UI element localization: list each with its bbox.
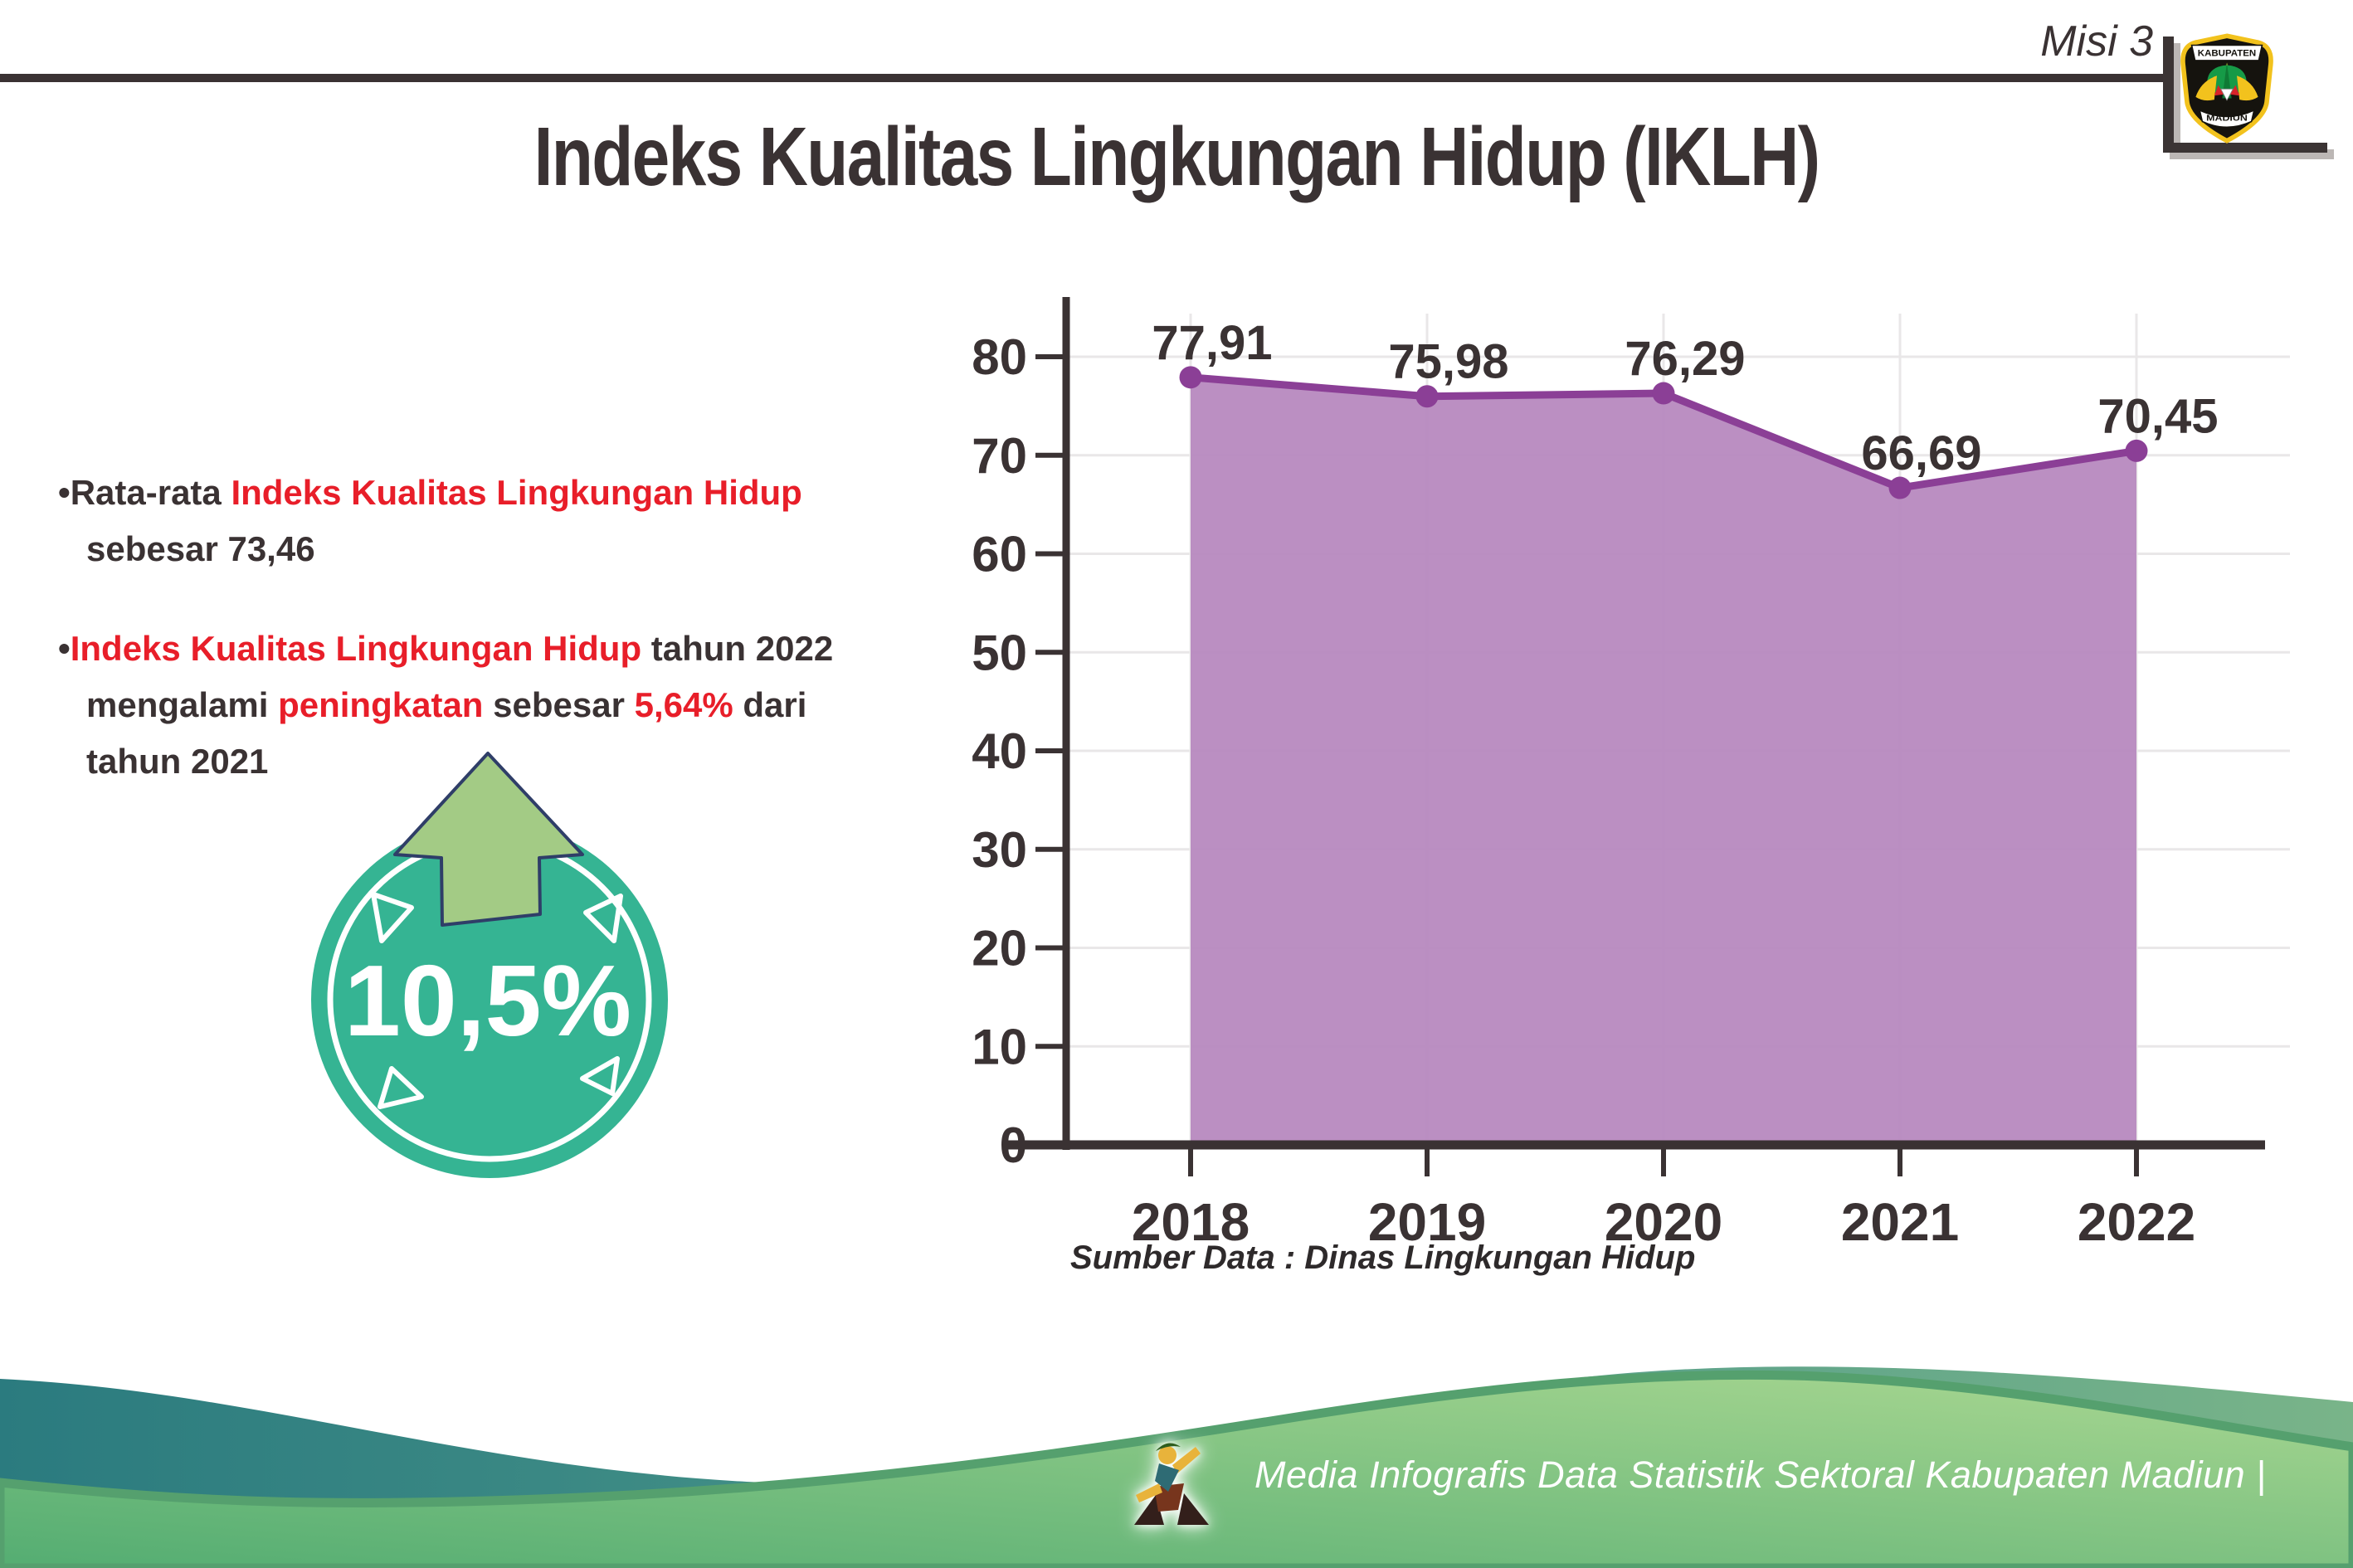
badge-circle bbox=[311, 821, 668, 1178]
area-fill bbox=[1191, 377, 2136, 1146]
bullet-peningkatan: •Indeks Kualitas Lingkungan Hidup tahun … bbox=[58, 629, 834, 781]
inner-shield bbox=[2220, 88, 2234, 101]
data-point bbox=[1179, 366, 1202, 389]
logo-bottom-text: MADIUN bbox=[2206, 114, 2248, 124]
x-tick-label: 2021 bbox=[1841, 1192, 1959, 1252]
x-tick-label: 2022 bbox=[2078, 1192, 2195, 1252]
misi-label: Misi 3 bbox=[2040, 17, 2153, 66]
y-tick-label: 60 bbox=[972, 527, 1027, 582]
data-point bbox=[1888, 476, 1912, 499]
data-point-label: 77,91 bbox=[1152, 316, 1272, 370]
red-accent-left bbox=[2214, 85, 2224, 96]
y-tick-label: 10 bbox=[972, 1019, 1027, 1074]
data-point-label: 66,69 bbox=[1861, 426, 1981, 480]
header-rule bbox=[0, 74, 2167, 82]
red-accent-right bbox=[2230, 85, 2240, 96]
data-point bbox=[1652, 382, 1675, 405]
data-point-label: 76,29 bbox=[1625, 332, 1745, 386]
increase-badge: 10,5% bbox=[311, 752, 668, 1178]
tick-marks bbox=[371, 892, 623, 1109]
y-tick-label: 20 bbox=[972, 921, 1027, 976]
y-tick-label: 40 bbox=[972, 723, 1027, 779]
iklh-area-chart: 0 10 20 30 40 50 60 70 80 2018 2019 2020 2021 2022 77,… bbox=[972, 297, 2290, 1252]
wing-right-icon bbox=[2237, 75, 2258, 101]
logo-corner-frame bbox=[2163, 37, 2334, 159]
page-title: Indeks Kualitas Lingkungan Hidup (IKLH) bbox=[533, 110, 1820, 203]
kabupaten-madiun-logo: KABUPATEN ★ MADIUN bbox=[2180, 33, 2273, 144]
up-arrow-icon bbox=[393, 752, 584, 927]
y-tick-label: 70 bbox=[972, 428, 1027, 484]
dancer-mascot-icon bbox=[1134, 1443, 1209, 1525]
data-point bbox=[1415, 385, 1439, 408]
source-note: Sumber Data : Dinas Lingkungan Hidup bbox=[1070, 1239, 1696, 1276]
wing-left-icon bbox=[2195, 75, 2217, 101]
y-tick-label: 0 bbox=[1000, 1118, 1027, 1173]
x-tick-label: 2019 bbox=[1368, 1192, 1486, 1252]
y-tick-label: 80 bbox=[972, 329, 1027, 385]
logo-top-text: KABUPATEN bbox=[2198, 48, 2256, 58]
x-tick-label: 2020 bbox=[1605, 1192, 1722, 1252]
y-tick-label: 50 bbox=[972, 625, 1027, 680]
data-point bbox=[2125, 439, 2148, 462]
x-tick-label: 2018 bbox=[1132, 1192, 1250, 1252]
y-tick-label: 30 bbox=[972, 822, 1027, 878]
data-point-label: 75,98 bbox=[1388, 335, 1508, 389]
footer-caption: Media Infografis Data Statistik Sektoral… bbox=[1254, 1454, 2267, 1496]
bullet-rata-rata: •Rata-rata Indeks Kualitas Lingkungan Hi… bbox=[58, 473, 802, 568]
badge-value: 10,5% bbox=[344, 944, 631, 1057]
data-point-label: 70,45 bbox=[2097, 389, 2218, 443]
